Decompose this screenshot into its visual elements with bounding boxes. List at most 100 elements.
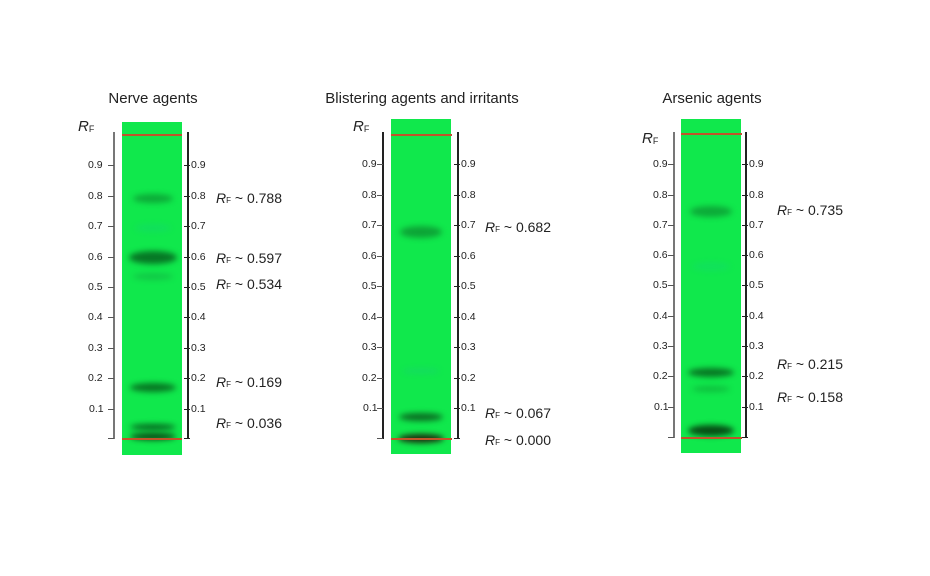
tick [668,376,674,377]
tick [742,225,748,226]
tick [454,256,460,257]
tick-label: 0.9 [749,158,764,170]
tick-label: 0.2 [461,372,476,384]
tick-label: 0.7 [461,219,476,231]
tick [454,164,460,165]
tick [668,285,674,286]
tick-label: 0.9 [362,158,377,170]
tick [184,409,190,410]
tick-label: 0.6 [88,251,103,263]
tick-label: 0.5 [362,280,377,292]
tick-label: 0.1 [363,402,378,414]
left-axis [113,132,115,439]
tick-label: 0.8 [362,189,377,201]
tick [377,408,383,409]
tick-label: 0.4 [749,310,764,322]
tlc-plate [681,119,741,453]
tick-label: 0.5 [749,279,764,291]
tick [184,287,190,288]
rf-annotation: RF ~ 0.735 [777,202,844,218]
tick [742,437,748,438]
band [690,206,732,217]
tick-label: 0.8 [749,189,764,201]
tick [668,346,674,347]
tick-label: 0.3 [362,341,377,353]
tick [742,407,748,408]
rf-axis-label: RF [642,130,659,147]
tick-label: 0.4 [88,311,103,323]
tick [454,286,460,287]
tlc-plate [122,122,182,455]
tick-label: 0.3 [749,340,764,352]
band [402,368,440,374]
tick [184,378,190,379]
tick [668,437,674,438]
tick-label: 0.6 [191,251,206,263]
origin-line [122,438,182,440]
tick [108,409,114,410]
tick [454,408,460,409]
tick [184,226,190,227]
tick-label: 0.1 [749,401,764,413]
tick [454,347,460,348]
solvent-front-line [122,134,182,136]
solvent-front-line [681,133,742,135]
rf-annotation: RF ~ 0.215 [777,356,844,372]
tick-label: 0.2 [749,370,764,382]
tick [377,286,383,287]
tick [742,164,748,165]
tick-label: 0.9 [461,158,476,170]
tick [742,346,748,347]
tick-label: 0.2 [362,372,377,384]
tick-label: 0.1 [654,401,669,413]
tick [108,165,114,166]
tick [377,225,383,226]
tick-label: 0.4 [362,311,377,323]
tick-label: 0.3 [653,340,668,352]
rf-annotation: RF ~ 0.788 [216,190,283,206]
tick-label: 0.9 [191,159,206,171]
tick-label: 0.5 [461,280,476,292]
band [130,424,176,430]
tick [377,317,383,318]
tick [184,438,190,439]
solvent-front-line [391,134,452,136]
tick [668,225,674,226]
band [133,194,173,203]
tick-label: 0.5 [88,281,103,293]
tick-label: 0.9 [653,158,668,170]
tick-label: 0.1 [461,402,476,414]
tick-label: 0.8 [461,189,476,201]
tick [108,348,114,349]
band [692,386,730,392]
tick [108,226,114,227]
tick-label: 0.7 [88,220,103,232]
tick-label: 0.9 [88,159,103,171]
tick [108,196,114,197]
tick [184,165,190,166]
rf-axis-label: RF [353,118,370,135]
tick-label: 0.7 [362,219,377,231]
tick-label: 0.8 [88,190,103,202]
panel-title: Blistering agents and irritants [325,90,519,107]
tick [184,317,190,318]
tlc-plate [391,119,451,454]
rf-annotation: RF ~ 0.000 [485,432,552,448]
tick-label: 0.8 [653,189,668,201]
tick-label: 0.8 [191,190,206,202]
band [400,226,442,238]
panel-title: Arsenic agents [662,90,762,107]
band [130,383,176,392]
tick-label: 0.2 [653,370,668,382]
band [688,368,734,377]
tick [742,285,748,286]
tick-label: 0.4 [191,311,206,323]
band [130,433,176,440]
tick [377,378,383,379]
tick [377,347,383,348]
tick-label: 0.1 [89,403,104,415]
rf-annotation: RF ~ 0.534 [216,276,283,292]
tick [668,195,674,196]
tick [108,257,114,258]
